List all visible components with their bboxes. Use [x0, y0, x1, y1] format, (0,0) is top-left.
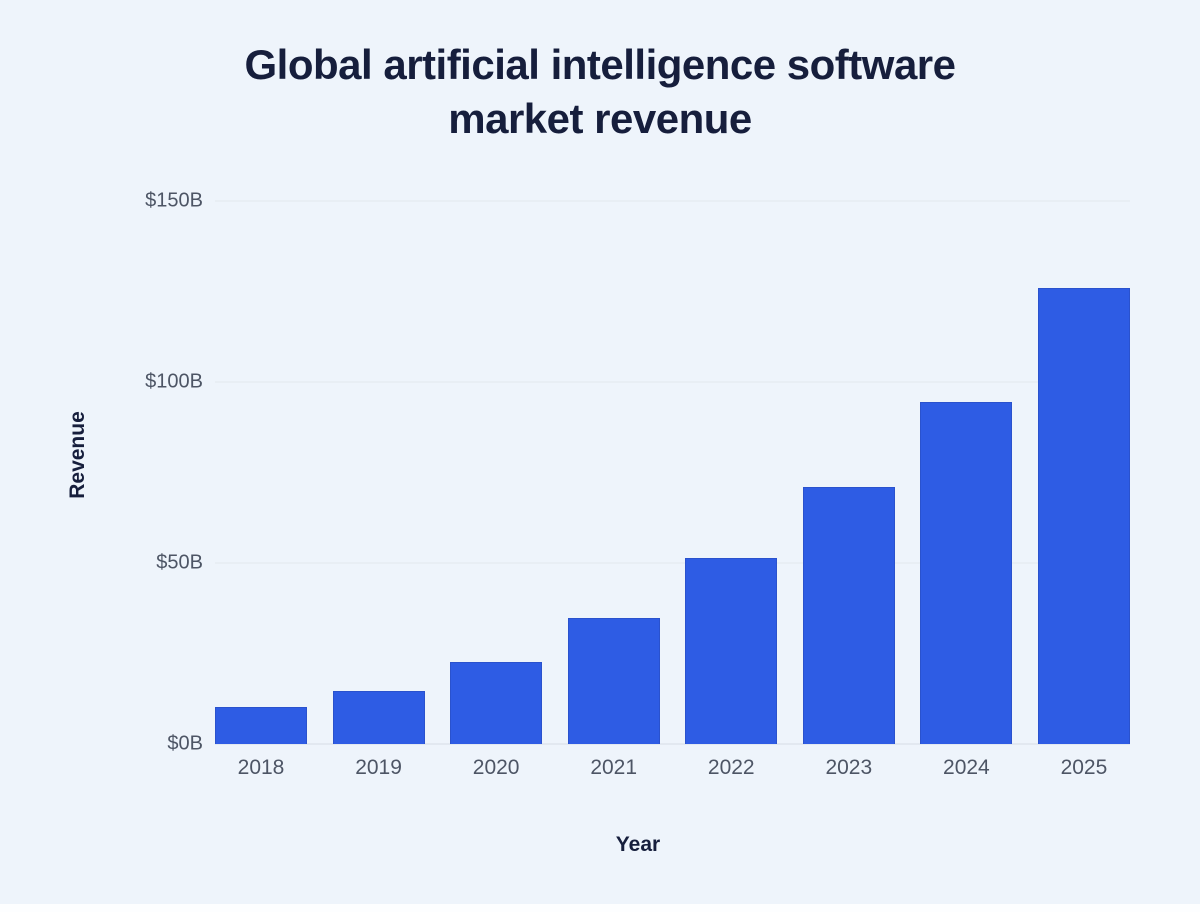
y-axis-title: Revenue [66, 411, 89, 499]
x-tick-label: 2023 [825, 756, 873, 779]
x-axis-title: Year [615, 833, 661, 856]
bar-2019 [332, 690, 425, 744]
bar-2023 [802, 487, 895, 744]
x-tick-label: 2021 [590, 756, 638, 779]
y-tick-label: $150B [145, 189, 203, 212]
gridline [215, 381, 1130, 383]
bar-2022 [685, 558, 778, 744]
x-tick-label: 2019 [355, 756, 402, 779]
chart-title-line-1: Global artificial intelligence software [244, 41, 956, 88]
chart-title-line-2: market revenue [448, 95, 752, 142]
x-tick-label: 2018 [237, 756, 285, 779]
y-tick-label: $0B [167, 732, 203, 755]
x-tick-label: 2020 [472, 756, 520, 779]
bar-2025 [1037, 287, 1130, 744]
y-tick-label: $100B [145, 370, 203, 393]
bar-2020 [450, 662, 543, 744]
chart-title: Global artificial intelligence software … [0, 38, 1200, 146]
bar-2021 [567, 617, 660, 744]
x-axis-line [215, 743, 1130, 745]
y-axis: $0B $50B $100B $150B [0, 190, 203, 755]
bars-container [215, 201, 1130, 744]
x-tick-label: 2025 [1060, 756, 1108, 779]
x-tick-label: 2024 [943, 756, 990, 779]
bar-2018 [215, 707, 307, 744]
plot-area [215, 200, 1130, 745]
y-tick-label: $50B [156, 551, 203, 574]
x-tick-label: 2022 [707, 756, 755, 779]
gridline [215, 200, 1130, 202]
bottom-strip [0, 904, 1200, 912]
bar-2024 [920, 402, 1013, 744]
x-axis-labels: 2018 2019 2020 2021 2022 2023 2024 2025 [215, 756, 1130, 780]
gridline [215, 562, 1130, 564]
